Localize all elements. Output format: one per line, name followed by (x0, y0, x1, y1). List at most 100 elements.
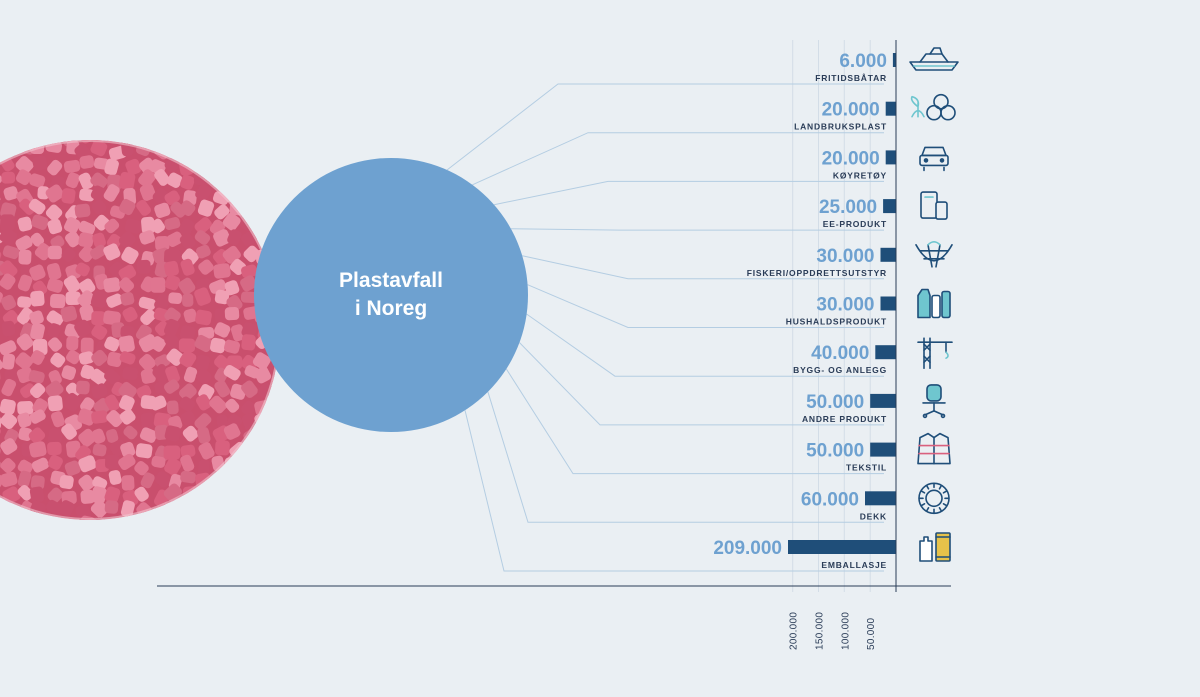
pellet (29, 264, 46, 281)
pellet (214, 307, 229, 324)
pellet (50, 235, 65, 249)
bar-category-label: EMBALLASJE (821, 560, 887, 570)
pellet (78, 232, 94, 248)
pellet (154, 202, 171, 219)
pellet (122, 367, 138, 381)
pellet (118, 231, 136, 249)
pellet (79, 188, 95, 202)
pellet (2, 245, 20, 260)
pellet (46, 278, 64, 293)
tire-icon (918, 482, 950, 515)
pellet (170, 201, 187, 218)
pellet (104, 454, 120, 470)
pellet (30, 475, 45, 490)
pellet (154, 471, 172, 488)
pellet (140, 412, 155, 431)
pellet (104, 394, 120, 412)
pellet (154, 293, 171, 312)
pellet (0, 273, 16, 290)
pellet (180, 454, 195, 472)
pellet (179, 218, 195, 236)
pellet (1, 171, 16, 184)
pellet (29, 409, 46, 424)
pellet (46, 310, 64, 327)
pellet (150, 336, 166, 352)
pellet (80, 337, 94, 355)
bar-value-label: 60.000 (801, 489, 859, 510)
pellet (254, 366, 272, 384)
axis-tick-labels: 200.000 150.000 100.000 50.000 (789, 612, 878, 650)
pellet (63, 217, 81, 234)
pellet (195, 394, 212, 411)
pellet (65, 291, 81, 306)
bar (885, 101, 896, 116)
pellet (153, 412, 172, 429)
pellet (230, 324, 246, 342)
pellet (63, 392, 82, 412)
pellet (183, 366, 198, 383)
pellet (45, 204, 63, 222)
bar (875, 345, 896, 360)
pellet (34, 242, 53, 261)
pellet (29, 441, 47, 458)
pellet (118, 453, 136, 471)
pellet (118, 171, 136, 190)
pellet (91, 199, 107, 215)
pellet (17, 400, 34, 415)
pellet (17, 470, 32, 488)
pellet (178, 277, 196, 295)
pellet (104, 368, 121, 385)
pellet (222, 212, 241, 231)
pellet (80, 489, 95, 504)
pellet (214, 289, 230, 305)
pellet (240, 275, 257, 292)
pellet (45, 184, 65, 203)
pellet (78, 351, 94, 365)
pellet (103, 243, 121, 261)
pellet (58, 500, 75, 517)
pellet (2, 353, 16, 370)
devices-icon (920, 191, 948, 220)
pellet (46, 499, 64, 516)
pellet (29, 310, 44, 325)
pellet (17, 459, 34, 475)
bar-category-label: TEKSTIL (846, 463, 887, 473)
pellet (195, 184, 212, 202)
pellet (78, 220, 96, 236)
pellet (65, 230, 81, 248)
pellet (37, 186, 50, 200)
pellet (90, 290, 108, 308)
pellet (180, 174, 195, 190)
pellet (17, 274, 33, 292)
bar-category-label: EE-PRODUKT (823, 219, 887, 229)
pellet (224, 306, 240, 321)
pellet (90, 140, 108, 157)
pellet (135, 443, 153, 459)
pellet (47, 337, 63, 352)
leader-line (510, 228, 884, 231)
pellet (214, 322, 231, 338)
pellet (119, 198, 136, 216)
pellet (0, 438, 18, 455)
pellet (78, 278, 96, 296)
pellet (47, 159, 63, 176)
bar-category-label: FISKERI/OPPDRETTSUTSTYR (747, 268, 887, 278)
bar (870, 393, 896, 408)
pellet (121, 475, 135, 491)
pellet (63, 159, 81, 173)
pellet (140, 472, 155, 489)
pellet (91, 311, 106, 326)
bar (880, 247, 896, 262)
pellet (118, 277, 135, 293)
pellet (180, 444, 196, 458)
bar-category-label: DEKK (860, 511, 887, 521)
agriculture-bales-icon (910, 93, 956, 121)
packaging-icon (919, 532, 951, 562)
pellet (139, 183, 156, 201)
pellet (134, 486, 149, 502)
pellet (78, 428, 97, 447)
pellet (59, 474, 74, 490)
pellet (104, 158, 119, 176)
pellet (196, 244, 211, 259)
pellet (154, 235, 170, 251)
